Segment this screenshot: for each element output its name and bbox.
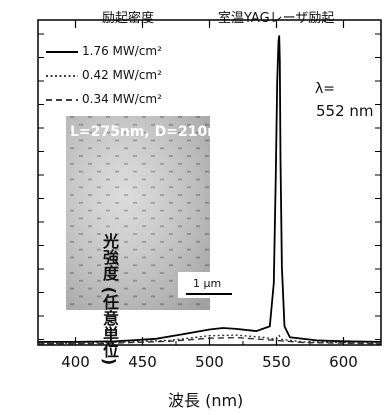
peak-label-line2: 552 nm [316,102,374,120]
x-tick-label-550: 550 [262,353,291,371]
legend-label-dotted: 0.42 MW/cm² [82,68,162,82]
series-line-0 [38,35,382,343]
excitation-annotation: 室温YAGレーザ励起 [218,11,335,26]
inset-micrograph [66,116,240,310]
x-tick-label-400: 400 [61,353,90,371]
scale-bar-label: 1 μm [193,277,222,290]
x-tick-label-500: 500 [195,353,224,371]
series-line-1 [37,334,382,345]
legend-label-solid: 1.76 MW/cm² [82,44,162,58]
x-axis-label: 波長 (nm) [168,391,244,410]
y-axis-label: 光強度 (任意単位) [100,232,119,366]
x-tick-label-600: 600 [329,353,358,371]
legend-title: 励起密度 [102,11,155,26]
inset-caption: L=275nm, D=210nm [70,124,232,140]
legend-label-dashed: 0.34 MW/cm² [82,92,162,106]
peak-label-line1: λ= [315,81,336,97]
x-tick-label-450: 450 [128,353,157,371]
